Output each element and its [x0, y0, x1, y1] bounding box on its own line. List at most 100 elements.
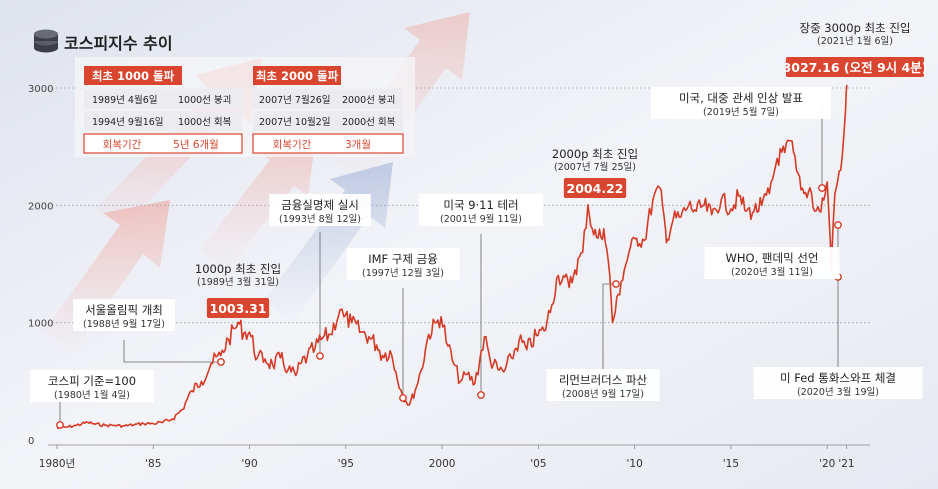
table-1-row-2-date: 1994년 9월16일 [92, 116, 164, 128]
table-2-row-1-date: 2007년 7월26일 [259, 94, 331, 106]
x-tick-label-1: '85 [145, 458, 161, 470]
annotation-2-box [73, 299, 175, 331]
annotation-8-leader [602, 283, 616, 370]
annotation-1: 코스피 기준=100(1980년 1월 4일) [30, 370, 154, 402]
annotation-1-title: 코스피 기준=100 [48, 374, 136, 388]
annotation-1-box [30, 370, 154, 402]
table-2-header-bg [253, 66, 341, 85]
table-2-recovery-label: 회복기간 [273, 139, 312, 151]
annotation-5: IMF 구제 금융(1997년 12월 3일) [346, 248, 460, 280]
x-tick-label-6: '10 [627, 458, 643, 470]
annotation-7-date: (2007년 7월 25일) [554, 161, 636, 173]
x-tick-label-4: 2000 [429, 458, 456, 470]
annotation-2-date: (1988년 9월 17일) [83, 318, 165, 330]
annotation-2: 서울올림픽 개최(1988년 9월 17일) [73, 299, 175, 331]
annotation-8-date: (2008년 9월 17일) [562, 388, 644, 400]
kospi-series-line [56, 84, 848, 430]
annotation-11-title: 미 Fed 통화스와프 체결 [780, 371, 896, 385]
annotation-10: WHO, 팬데믹 선언(2020년 3월 11일) [704, 247, 840, 279]
x-tick-label-0: 1980년 [39, 458, 75, 470]
annotation-8: 리먼브러더스 파산(2008년 9월 17일) [546, 369, 660, 401]
annotation-1-marker [56, 421, 64, 429]
annotation-7-title: 2000p 최초 진입 [552, 147, 638, 161]
annotation-11-date: (2020년 3월 19일) [797, 386, 879, 398]
annotation-12-badge-bg [785, 57, 925, 77]
annotation-12-badge-value: 3027.16 (오전 9시 4분) [783, 60, 928, 75]
annotation-10-title: WHO, 팬데믹 선언 [726, 251, 819, 265]
table-2-row-1-bg [253, 89, 403, 109]
summary-tables: 최초 1000 돌파 1989년 4월6일 1000선 붕괴 1994년 9월1… [75, 57, 415, 157]
y-tick-label-3000: 3000 [28, 84, 53, 95]
annotation-7: 2000p 최초 진입(2007년 7월 25일) 2004.22 [552, 147, 638, 198]
annotation-6-date: (2001년 9월 11일) [440, 213, 522, 225]
x-axis-ticks: 1980년 '85 '90 '95 2000 '05 '10 '15 '20'21 [39, 444, 870, 470]
table-2-row-2-desc: 2000선 회복 [342, 117, 396, 128]
annotation-5-date: (1997년 12월 3일) [362, 267, 444, 279]
annotation-12-date: (2021년 1월 6일) [817, 35, 893, 47]
annotation-10-box [704, 247, 840, 279]
annotation-9-date: (2019년 5월 7일) [703, 106, 779, 118]
table-1-row-1-desc: 1000선 붕괴 [178, 95, 231, 106]
coin-stack-icon [34, 29, 58, 53]
annotation-2-marker [217, 358, 225, 366]
annotation-7-badge-value: 2004.22 [567, 181, 624, 196]
table-1-row-1-bg [84, 89, 242, 109]
annotation-6-box [419, 194, 543, 226]
x-tick-label-8: '20 [819, 458, 835, 470]
table-2-header: 최초 2000 돌파 [256, 69, 339, 83]
table-2-recovery-box [252, 133, 404, 154]
annotation-4-title: 금융실명제 실시 [281, 198, 359, 212]
annotation-2-leader [123, 340, 221, 363]
bg-arrow-red-4 [200, 136, 316, 272]
y-axis-ticks: 0 1000 2000 3000 [28, 84, 53, 447]
annotation-8-title: 리먼브러더스 파산 [559, 373, 648, 387]
x-tick-label-7: '15 [723, 458, 739, 470]
annotation-9: 미국, 대중 관세 인상 발표(2019년 5월 7일) [651, 87, 831, 119]
annotation-3-badge-bg [206, 298, 270, 318]
x-tick-label-2: '90 [241, 458, 257, 470]
annotation-4-marker [316, 352, 324, 360]
table-1-recovery-box [83, 133, 243, 154]
annotation-5-title: IMF 구제 금융 [368, 252, 438, 266]
table-1-header-bg [84, 66, 182, 85]
annotation-5-marker [399, 394, 407, 402]
annotation-4-date: (1993년 8월 12일) [279, 213, 361, 225]
annotation-3-date: (1989년 3월 31일) [197, 276, 279, 288]
y-tick-label-2000: 2000 [28, 201, 53, 212]
y-tick-label-1000: 1000 [28, 319, 53, 330]
annotation-2-title: 서울올림픽 개최 [85, 303, 163, 317]
event-point-markers [56, 184, 842, 429]
annotation-6: 미국 9·11 테러(2001년 9월 11일) [419, 194, 543, 226]
annotation-1-date: (1980년 1월 4일) [54, 389, 130, 401]
annotation-4: 금융실명제 실시(1993년 8월 12일) [269, 194, 371, 226]
annotation-7-badge-bg [563, 178, 627, 198]
table-2-row-2-date: 2007년 10월2일 [259, 116, 331, 128]
annotation-12: 장중 3000p 최초 진입(2021년 1월 6일) 3027.16 (오전 9… [783, 21, 928, 77]
table-1-header: 최초 1000 돌파 [92, 69, 175, 83]
annotation-callouts: 코스피 기준=100(1980년 1월 4일) 서울올림픽 개최(1988년 9월… [30, 21, 927, 402]
annotation-11: 미 Fed 통화스와프 체결(2020년 3월 19일) [753, 367, 923, 399]
table-2-row-1-desc: 2000선 붕괴 [342, 95, 395, 106]
table-1-recovery-label: 회복기간 [103, 139, 142, 151]
annotation-10-date: (2020년 3월 11일) [731, 266, 813, 278]
title-block: 코스피지수 추이 [34, 29, 173, 53]
annotation-4-box [269, 194, 371, 226]
summary-table-1: 최초 1000 돌파 1989년 4월6일 1000선 붕괴 1994년 9월1… [83, 66, 243, 154]
annotation-8-marker [612, 280, 620, 288]
summary-table-2: 최초 2000 돌파 2007년 7월26일 2000선 붕괴 2007년 10… [252, 66, 404, 154]
table-1-row-2-bg [84, 111, 242, 131]
annotation-11-box [753, 367, 923, 399]
annotation-3-badge-value: 1003.31 [210, 301, 267, 316]
chart-title: 코스피지수 추이 [64, 34, 173, 53]
table-2-recovery-value: 3개월 [345, 139, 371, 151]
table-1-row-2-desc: 1000선 회복 [178, 117, 232, 128]
annotation-10-marker [834, 221, 842, 229]
annotation-5-box [346, 248, 460, 280]
annotation-9-marker [818, 184, 826, 192]
x-tick-label-3: '95 [338, 458, 354, 470]
table-2-row-2-bg [253, 111, 403, 131]
x-tick-label-9: '21 [838, 458, 854, 470]
annotation-12-title: 장중 3000p 최초 진입 [799, 21, 910, 35]
annotation-9-title: 미국, 대중 관세 인상 발표 [679, 91, 803, 105]
